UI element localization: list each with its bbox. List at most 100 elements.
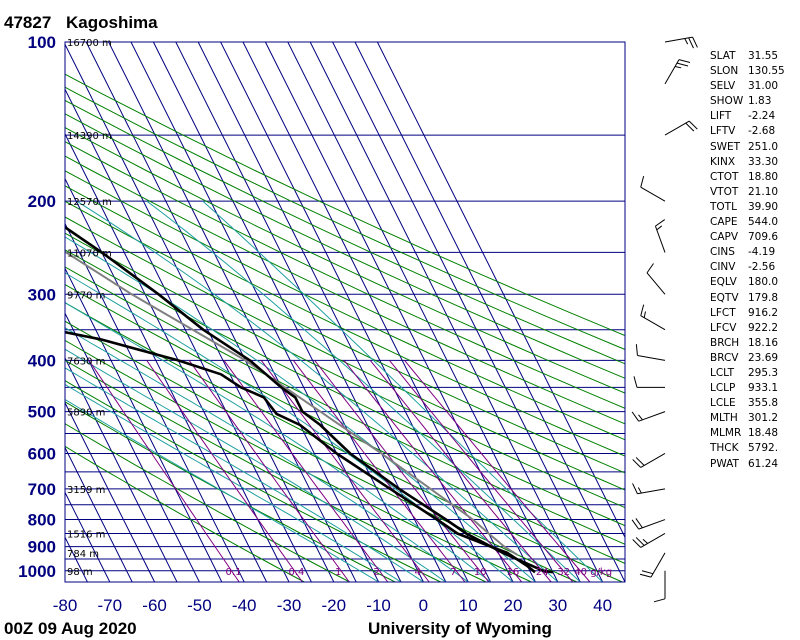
plot-frame — [64, 41, 626, 583]
index-key: LIFT — [710, 110, 732, 123]
mixing-ratio-line — [223, 360, 389, 582]
index-value: 922.2 — [748, 321, 779, 334]
mixing-ratio-label: 10 — [474, 567, 487, 578]
index-row: LCLP 933.1 — [710, 381, 800, 396]
index-value: 39.90 — [748, 200, 779, 213]
wind-barb — [632, 453, 666, 468]
isotherm — [264, 42, 536, 582]
sounding-time: 00Z 09 Aug 2020 — [4, 619, 137, 638]
index-row: LFTV -2.68 — [710, 124, 800, 139]
isotherm — [152, 42, 424, 582]
index-row: CAPV 709.6 — [710, 230, 800, 245]
mixing-ratio-label: 1 — [335, 567, 341, 578]
dry-adiabat — [65, 266, 625, 545]
barb-flag — [633, 376, 638, 388]
barb-flag — [640, 176, 645, 188]
barb-flag — [640, 304, 645, 316]
index-row: SHOW 1.83 — [710, 94, 800, 109]
dry-adiabat — [65, 339, 532, 582]
temperature-tick-label: -80 — [53, 596, 78, 615]
index-value: -2.68 — [748, 125, 776, 138]
dry-adiabat — [65, 113, 625, 379]
index-key: MLMR — [710, 427, 742, 440]
pressure-tick-label: 200 — [28, 192, 56, 211]
moist-adiabat — [65, 302, 491, 582]
mixing-ratio-line — [404, 360, 591, 582]
index-row: MLTH 301.2 — [710, 411, 800, 426]
barb-flag — [635, 537, 645, 546]
index-key: LFCT — [710, 306, 736, 319]
index-value: 61.24 — [748, 457, 779, 470]
pressure-tick-label: 300 — [28, 285, 56, 304]
pressure-tick-label: 700 — [28, 480, 56, 499]
index-value: 933.1 — [748, 382, 779, 395]
barb-flag — [635, 457, 645, 466]
moist-adiabat — [65, 367, 424, 582]
mixing-ratio-label: 16 — [507, 567, 520, 578]
index-key: TOTL — [710, 200, 737, 213]
barb-flag — [688, 37, 694, 49]
wind-barb — [664, 36, 698, 49]
index-row: CINS -4.19 — [710, 245, 800, 260]
barb-half-flag — [638, 414, 643, 421]
mixing-ratio-line — [369, 360, 552, 582]
barb-staff — [650, 552, 666, 578]
index-value: 295.3 — [748, 366, 779, 379]
barb-flag — [632, 539, 642, 548]
isotherm — [332, 42, 604, 582]
mixing-ratio-line — [343, 360, 523, 582]
isotherm — [65, 43, 335, 582]
barb-staff — [640, 315, 666, 331]
isotherm — [65, 446, 133, 582]
height-label: 784 m — [67, 549, 99, 560]
index-value: 5792. — [748, 442, 779, 455]
index-row: CINV -2.56 — [710, 260, 800, 275]
barb-half-flag — [656, 225, 663, 231]
index-row: LCLT 295.3 — [710, 366, 800, 381]
index-value: 33.30 — [748, 155, 779, 168]
index-key: SLON — [710, 65, 739, 78]
barb-half-flag — [674, 66, 682, 69]
height-label: 3159 m — [67, 485, 105, 496]
barb-flag — [641, 570, 654, 575]
temperature-tick-label: -10 — [366, 596, 391, 615]
barb-staff — [664, 120, 690, 136]
pressure-tick-label: 900 — [28, 538, 56, 557]
isotherm — [65, 312, 200, 582]
temperature-tick-label: -60 — [142, 596, 167, 615]
mixing-ratio-labels: 0.1 0.4 1 2 4 7 10 16 24 32 40 g/kg — [226, 567, 613, 578]
pressure-tick-label: 800 — [28, 511, 56, 530]
index-value: 916.2 — [748, 306, 779, 319]
isotherm — [65, 580, 66, 582]
index-row: BRCH 18.16 — [710, 336, 800, 351]
grid-lines — [65, 42, 625, 582]
pressure-tick-label: 1000 — [18, 562, 56, 581]
dry-adiabat — [65, 185, 625, 457]
barb-flag — [655, 219, 666, 227]
barb-staff — [640, 186, 666, 202]
index-key: BRCV — [710, 351, 739, 364]
isotherm — [220, 42, 492, 582]
barb-flag — [635, 344, 638, 356]
index-value: 23.69 — [748, 351, 779, 364]
isotherm — [85, 42, 357, 582]
mixing-ratio-line — [314, 360, 490, 582]
index-row: TOTL 39.90 — [710, 200, 800, 215]
index-value: 31.55 — [748, 50, 779, 62]
stability-indices: SLAT 31.55 SLON 130.55 SELV 31.00 SHOW 1.83 LIFT… — [710, 49, 800, 472]
wind-barb — [631, 518, 666, 530]
index-value: -4.19 — [748, 246, 776, 259]
index-key: KINX — [710, 155, 736, 168]
height-label: 9770 m — [67, 290, 105, 301]
index-value: 301.2 — [748, 412, 779, 425]
isotherm — [65, 222, 245, 582]
index-value: -2.56 — [748, 261, 776, 274]
index-value: 1.83 — [748, 95, 772, 108]
barb-flag — [632, 483, 638, 494]
barb-flag — [646, 263, 654, 274]
index-row: SELV 31.00 — [710, 79, 800, 94]
index-row: KINX 33.30 — [710, 155, 800, 170]
isotherm — [65, 267, 223, 582]
height-label: 11070 m — [67, 248, 112, 259]
barb-staff — [654, 225, 666, 253]
